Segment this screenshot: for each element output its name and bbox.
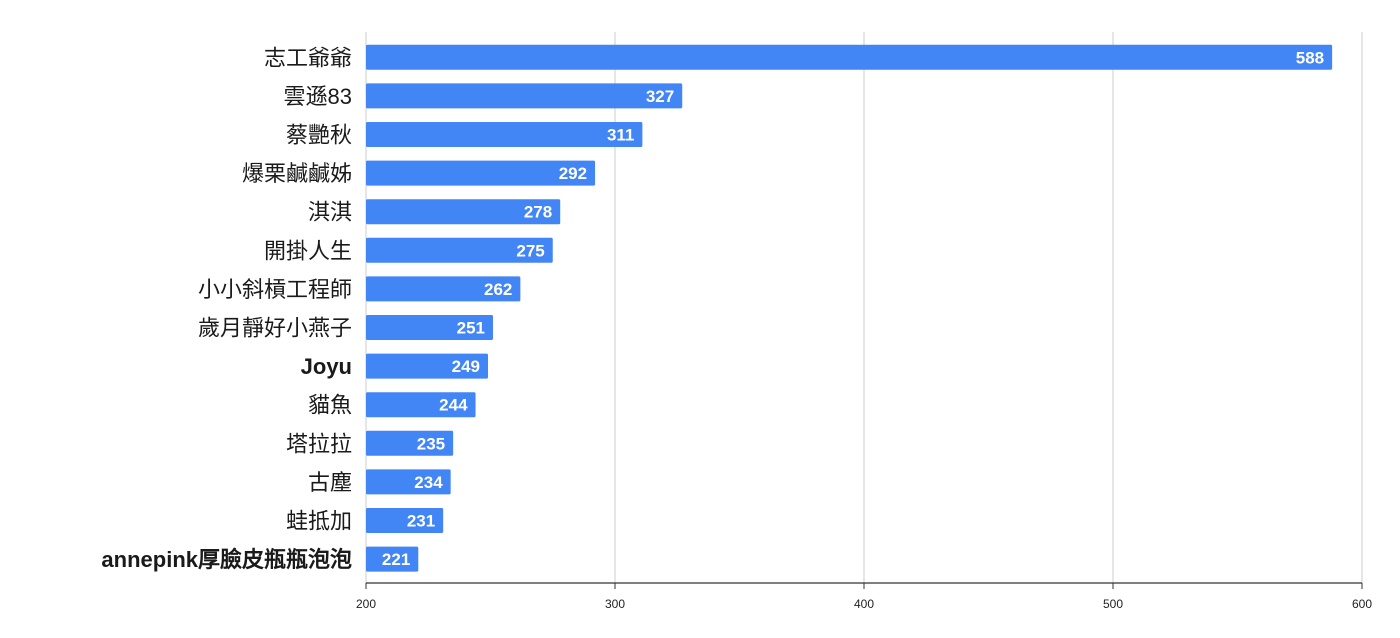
bar [366,237,553,263]
x-tick-label: 300 [605,597,625,611]
bar-value-label: 275 [516,241,544,260]
bar-value-label: 235 [417,434,445,453]
bar [366,44,1333,70]
bar [366,276,521,302]
bar [366,508,444,533]
bar-value-label: 221 [382,550,410,569]
bar-value-label: 278 [524,203,552,222]
bar-value-label: 234 [414,473,443,492]
x-tick-label: 400 [854,597,874,611]
category-label: annepink厚臉皮瓶瓶泡泡 [101,547,352,572]
bar-value-label: 244 [439,396,468,415]
bar-value-label: 311 [607,126,634,145]
bar-value-label: 327 [646,87,674,106]
category-label: 塔拉拉 [286,431,352,456]
bar [366,315,493,340]
bar [366,199,561,225]
bar [366,546,419,572]
bar-value-label: 249 [452,357,480,376]
category-label: 歲月靜好小燕子 [198,316,352,341]
x-tick-label: 600 [1352,597,1372,611]
bar [366,83,683,109]
category-label: 蔡艷秋 [286,123,352,148]
category-label: 古塵 [308,470,352,495]
category-label: 爆栗鹹鹹姊 [242,161,352,186]
bar [366,469,451,495]
gridlines [365,32,1363,583]
x-tick-label: 500 [1103,597,1123,611]
category-label: 蛙抵加 [286,509,352,534]
bars: 588 327 311 292 278 275 262 251 249 244 235 234 231 2… [366,44,1333,572]
category-label: 志工爺爺 [264,45,352,70]
bar [366,430,454,456]
bar [366,160,596,186]
bar-value-label: 588 [1296,48,1324,67]
x-tick-label: 200 [356,597,376,611]
bar-value-label: 262 [484,280,512,299]
category-label: 淇淇 [308,200,352,225]
category-label: 開掛人生 [264,238,352,263]
category-label: Joyu [301,354,352,379]
category-label: 雲遜83 [284,84,352,109]
category-label: 小小斜槓工程師 [198,277,352,302]
bar-value-label: 292 [559,164,587,183]
bar [366,353,489,379]
category-label: 貓魚 [308,393,352,418]
bar-value-label: 231 [407,512,435,531]
bar [366,392,476,418]
bar-value-label: 251 [457,319,485,338]
x-axis: 200 300 400 500 600 [356,582,1372,611]
bar [366,122,643,147]
